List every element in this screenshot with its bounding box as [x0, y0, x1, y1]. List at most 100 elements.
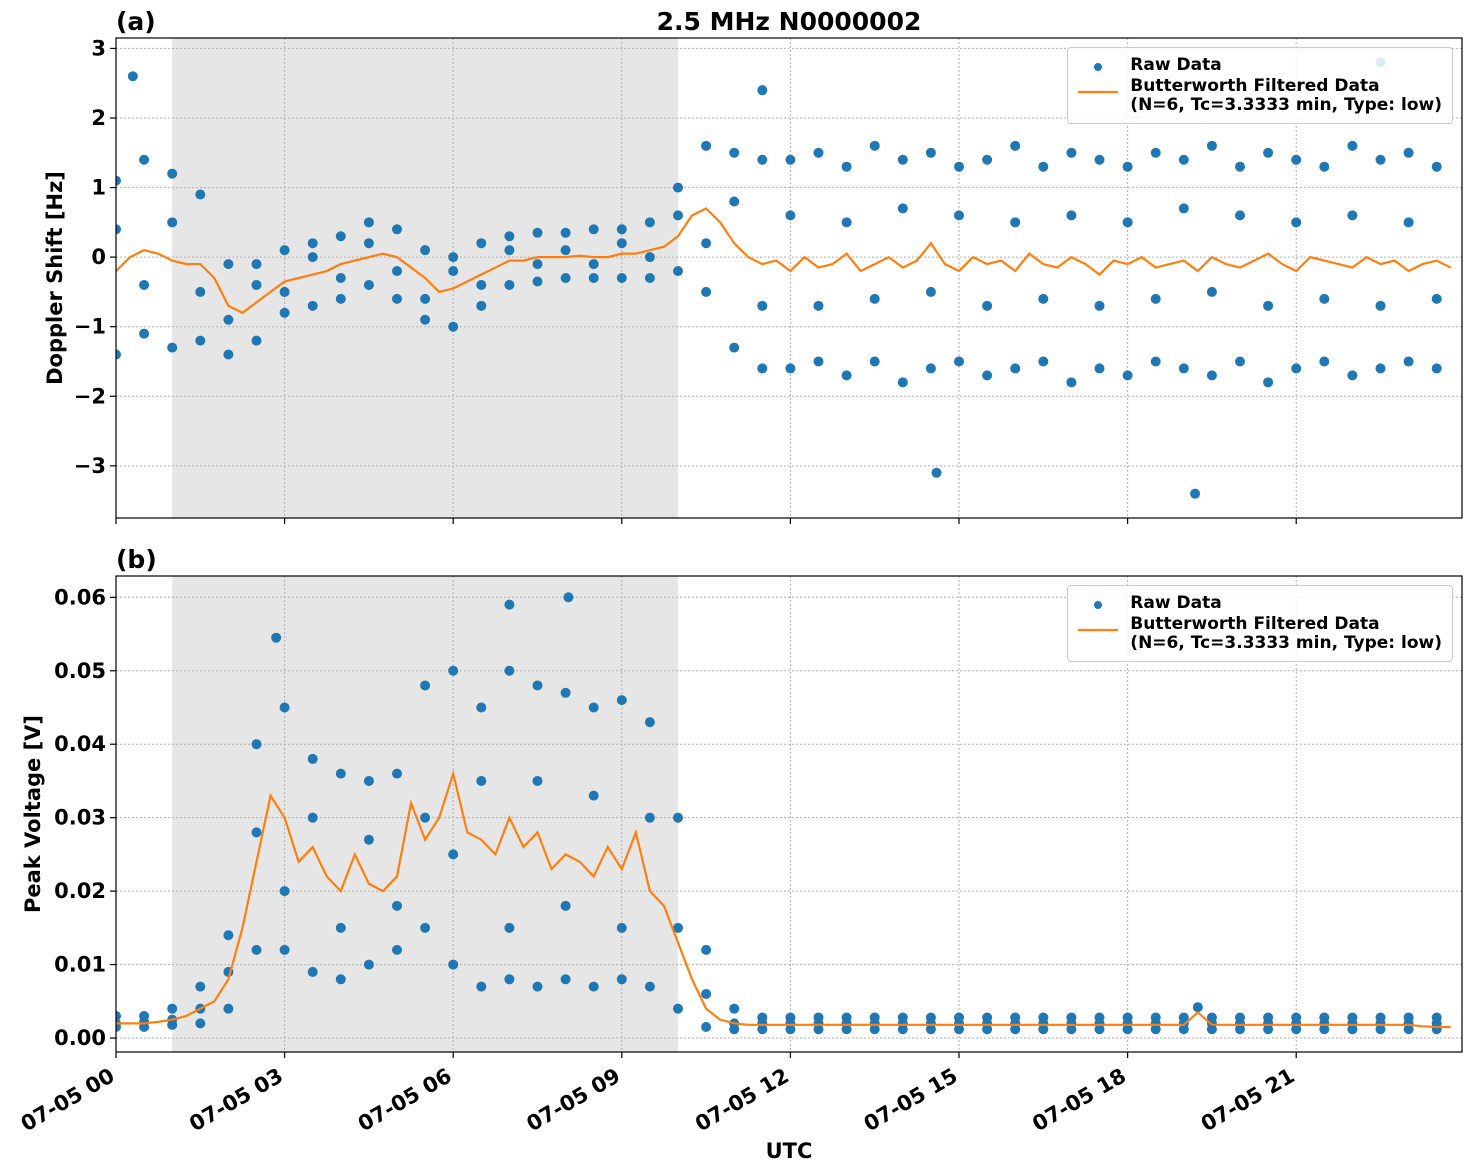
raw-point [1375, 154, 1386, 165]
raw-point [925, 363, 936, 374]
raw-point [116, 175, 121, 186]
raw-point [757, 1018, 768, 1029]
legend-label: Raw Data [1130, 55, 1222, 75]
legend-entry: Raw Data [1078, 56, 1442, 75]
raw-point [1375, 363, 1386, 374]
raw-point [701, 944, 712, 955]
raw-point [673, 266, 684, 277]
raw-point [925, 1018, 936, 1029]
raw-point [785, 154, 796, 165]
raw-point [588, 981, 599, 992]
raw-point [1066, 210, 1077, 221]
raw-point [925, 286, 936, 297]
raw-point [127, 71, 138, 82]
raw-point [673, 812, 684, 823]
raw-point [1038, 356, 1049, 367]
raw-point [1403, 147, 1414, 158]
raw-point [813, 1018, 824, 1029]
raw-point [588, 224, 599, 235]
raw-point [1319, 356, 1330, 367]
raw-point [251, 827, 262, 838]
raw-point [785, 1018, 796, 1029]
panel-label: (a) [116, 7, 156, 36]
raw-point [195, 1018, 206, 1029]
raw-point [1263, 147, 1274, 158]
raw-point [279, 886, 290, 897]
raw-point [116, 1011, 121, 1022]
raw-point [954, 210, 965, 221]
raw-point [701, 286, 712, 297]
raw-point [1431, 363, 1442, 374]
axes-frame [115, 37, 1463, 519]
raw-point [982, 154, 993, 165]
legend-key [1094, 63, 1103, 71]
y-tick-label: 0.06 [54, 585, 106, 609]
raw-point [644, 252, 655, 263]
legend: Raw Data Butterworth Filtered Data (N=6, … [1067, 47, 1453, 124]
raw-point [335, 922, 346, 933]
raw-point [1403, 1018, 1414, 1029]
raw-point [644, 812, 655, 823]
raw-point [167, 342, 178, 353]
raw-point [616, 273, 627, 283]
raw-point [560, 900, 571, 911]
filtered-line [116, 207, 1452, 315]
raw-point [420, 314, 431, 325]
raw-point [476, 775, 487, 786]
raw-point [644, 717, 655, 728]
raw-point [1263, 377, 1274, 388]
raw-point [869, 140, 880, 151]
raw-point [251, 259, 262, 270]
raw-point [532, 227, 543, 238]
raw-point [195, 335, 206, 346]
raw-point [1347, 370, 1358, 381]
raw-point [392, 900, 403, 911]
raw-point [1192, 1002, 1203, 1013]
raw-point [1347, 1018, 1358, 1029]
raw-point [729, 1003, 740, 1014]
legend-key [1094, 601, 1103, 609]
raw-point [1122, 161, 1133, 172]
raw-point [673, 210, 684, 221]
raw-point [420, 245, 431, 256]
raw-point [673, 1003, 684, 1014]
filtered-line [116, 769, 1451, 1029]
raw-point [476, 300, 487, 311]
raw-point [841, 217, 852, 228]
x-tick-label: 07-05 18 [1028, 1064, 1130, 1137]
raw-point [420, 680, 431, 691]
raw-point [560, 227, 571, 238]
raw-point [335, 974, 346, 985]
raw-point [448, 321, 459, 332]
raw-point [1038, 161, 1049, 172]
raw-point [476, 238, 487, 249]
y-tick-label: −1 [74, 315, 106, 339]
raw-point [195, 189, 206, 200]
raw-point [1094, 363, 1105, 374]
raw-point [729, 342, 740, 353]
raw-point [279, 944, 290, 955]
x-tick-label: 07-05 12 [691, 1064, 793, 1137]
raw-point [1403, 217, 1414, 228]
raw-point [1291, 363, 1302, 374]
raw-point [1150, 293, 1161, 304]
raw-point [813, 300, 824, 311]
raw-point [616, 922, 627, 933]
raw-point [476, 279, 487, 290]
raw-point [757, 300, 768, 311]
raw-point [897, 154, 908, 165]
axes-frame [115, 575, 1463, 1053]
raw-point [560, 273, 571, 283]
raw-point [1206, 286, 1217, 297]
legend-label: Butterworth Filtered Data (N=6, Tc=3.333… [1130, 76, 1442, 115]
raw-point [271, 632, 282, 643]
raw-point [563, 592, 574, 603]
raw-point [1150, 356, 1161, 367]
raw-point [869, 293, 880, 304]
raw-point [363, 775, 374, 786]
raw-point [504, 279, 515, 290]
raw-point [167, 1003, 178, 1014]
y-tick-label: 0.01 [54, 953, 106, 977]
